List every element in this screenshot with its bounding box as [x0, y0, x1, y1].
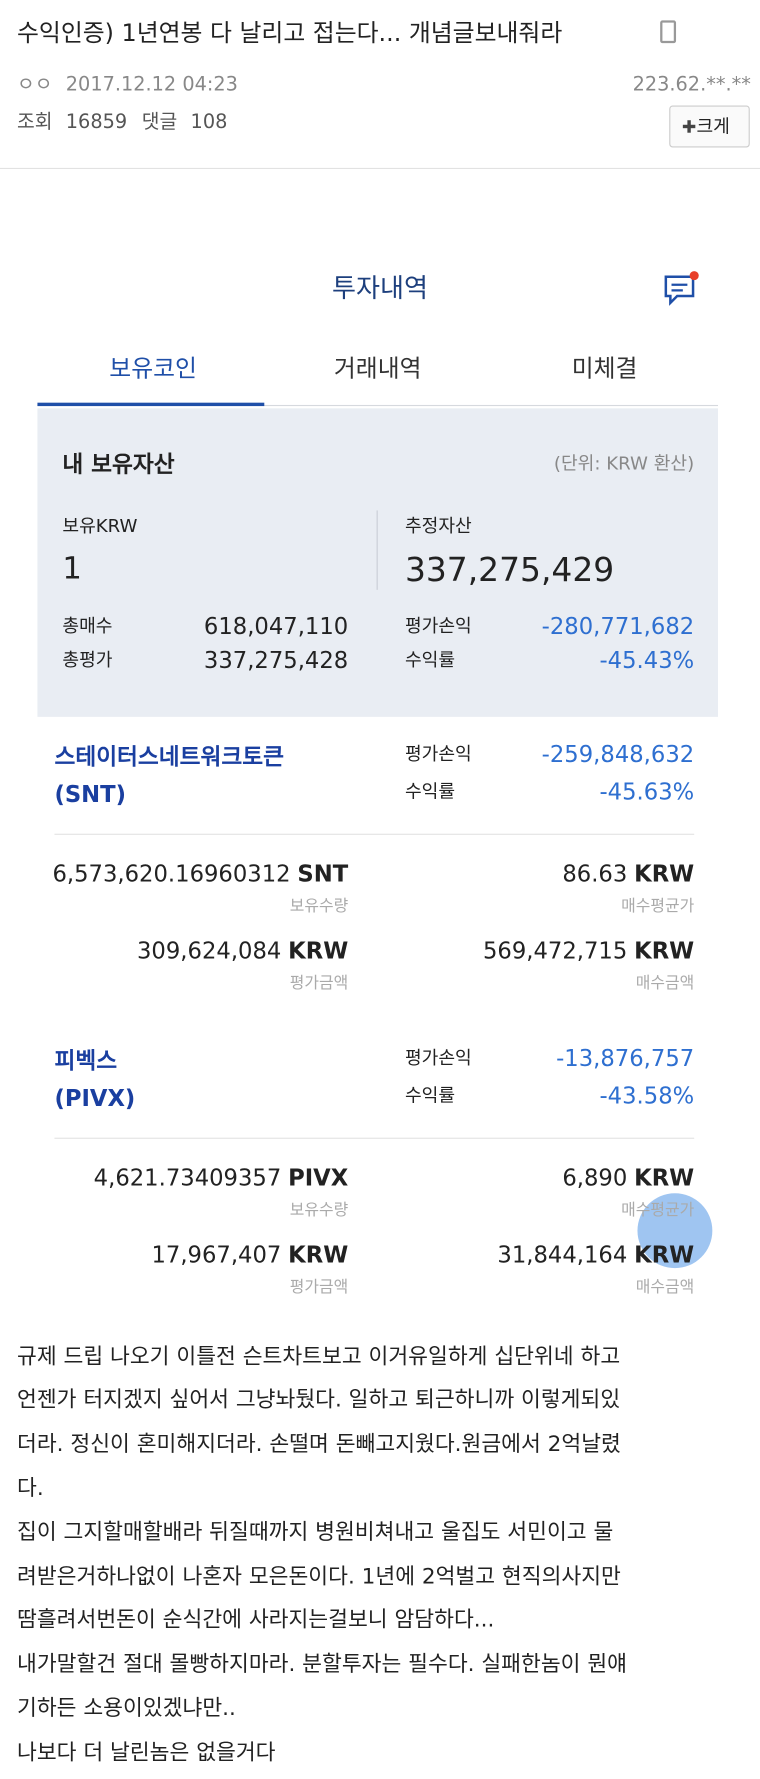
divider [54, 1137, 695, 1139]
estimated: 337,275,429 [404, 549, 615, 589]
value: 86.63 [562, 859, 628, 888]
body-line: 려받은거하나없이 나혼자 모은돈이다. 1년에 2억벌고 현직의사지만 [17, 1563, 621, 1589]
unit-note: (단위: KRW 환산) [553, 453, 695, 475]
detail-value: 86.63 KRW [562, 860, 694, 887]
comments: 108 [190, 110, 228, 134]
krw: 1 [62, 551, 82, 587]
divider [54, 833, 695, 835]
value: -43.58% [599, 1082, 695, 1110]
body-line: 언젠가 터지겠지 싶어서 그냥놔뒀다. 일하고 퇴근하니까 이렇게되있 [17, 1387, 621, 1413]
plus-icon [687, 120, 691, 133]
chat-icon[interactable] [662, 270, 701, 309]
tab[interactable]: 미체결 [571, 355, 638, 383]
value: 17,967,407 [151, 1240, 282, 1269]
detail-label: 매수평균가 [621, 896, 695, 915]
comments-label: 댓글 [141, 110, 178, 134]
label: 추정자산 [404, 515, 472, 537]
body-line: 규제 드립 나오기 이틀전 슨트차트보고 이거유일하게 십단위네 하고 [17, 1343, 621, 1369]
detail-label: 매수평균가 [621, 1200, 695, 1219]
touch-indicator [637, 1193, 713, 1269]
detail-value: 17,967,407 KRW [151, 1241, 348, 1268]
unit: SNT [297, 859, 349, 888]
unit: KRW [634, 936, 695, 965]
label: 수익률 [404, 649, 456, 671]
views: 16859 [65, 110, 128, 134]
detail-label: 평가금액 [289, 1277, 349, 1297]
mobile-icon [660, 20, 677, 44]
screenshot-bg [37, 408, 719, 717]
value: 6,890 [562, 1163, 628, 1192]
coin-ticker: (SNT) [54, 780, 126, 808]
detail-label: 평가금액 [289, 973, 349, 993]
unit: KRW [634, 859, 695, 888]
unit: KRW [288, 936, 349, 965]
detail-value: 6,890 KRW [562, 1164, 694, 1191]
tab-underline [37, 402, 265, 407]
label: 평가손익 [404, 615, 472, 637]
label: 수익률 [404, 780, 456, 803]
ip: 223.62.**.** [632, 73, 751, 97]
value: 569,472,715 [482, 936, 628, 965]
value: -259,848,632 [541, 740, 695, 768]
detail-value: 4,621.73409357 PIVX [94, 1164, 349, 1191]
views-label: 조회 [17, 110, 53, 134]
date: 2017.12.12 04:23 [65, 73, 238, 97]
label: 수익률 [404, 1084, 456, 1107]
body-line: 나보다 더 날린놈은 없을거다 [17, 1739, 276, 1765]
coin-name: 스테이터스네트워크토큰 [54, 742, 285, 771]
screen-title: 투자내역 [331, 274, 428, 305]
value: 31,844,164 [497, 1240, 628, 1269]
label: 총평가 [62, 649, 113, 671]
detail-label: 매수금액 [635, 973, 695, 993]
unit: KRW [634, 1240, 695, 1269]
value: -13,876,757 [556, 1044, 695, 1072]
zoom-label[interactable]: 크게 [696, 116, 730, 138]
value: -45.63% [599, 778, 695, 806]
body-line: 기하든 소용이있겠냐만.. [17, 1695, 236, 1721]
body-line: 집이 그지할매할배라 뒤질때까지 병원비쳐내고 울집도 서민이고 물 [17, 1519, 614, 1545]
value: -280,771,682 [541, 612, 695, 640]
author: ㅇㅇ [17, 73, 53, 97]
unit: PIVX [288, 1163, 349, 1192]
value: 618,047,110 [203, 612, 349, 640]
divider [376, 510, 378, 590]
value: -45.43% [599, 646, 695, 674]
unit: KRW [634, 1163, 695, 1192]
post-title: 수익인증) 1년연봉 다 날리고 접는다... 개념글보내줘라 [17, 19, 563, 47]
detail-value: 569,472,715 KRW [483, 937, 694, 964]
label: 평가손익 [404, 743, 472, 765]
value: 337,275,428 [203, 646, 349, 674]
detail-value: 309,624,084 KRW [137, 937, 348, 964]
tab[interactable]: 거래내역 [333, 355, 422, 383]
detail-value: 31,844,164 KRW [497, 1241, 694, 1268]
value: 4,621.73409357 [93, 1163, 282, 1192]
value: 6,573,620.16960312 [52, 859, 291, 888]
detail-label: 매수금액 [635, 1277, 695, 1297]
zoom-button[interactable] [669, 105, 750, 148]
detail-label: 보유수량 [289, 1200, 349, 1219]
label: 총매수 [62, 615, 113, 637]
coin-ticker: (PIVX) [54, 1084, 136, 1112]
body-line: 더라. 정신이 혼미해지더라. 손떨며 돈빼고지웠다.원금에서 2억날렸 [17, 1431, 621, 1457]
coin-name: 피벡스 [54, 1046, 118, 1075]
label: 보유KRW [62, 515, 138, 537]
body-line: 땀흘려서번돈이 순식간에 사라지는걸보니 암담하다... [17, 1607, 495, 1633]
tab[interactable]: 보유코인 [109, 355, 197, 383]
detail-label: 보유수량 [289, 896, 349, 915]
summary-title: 내 보유자산 [62, 450, 175, 478]
divider [0, 167, 760, 170]
unit: KRW [288, 1240, 349, 1269]
body-line: 다. [17, 1475, 44, 1501]
label: 평가손익 [404, 1047, 472, 1069]
detail-value: 6,573,620.16960312 SNT [52, 860, 348, 887]
body-line: 내가말할건 절대 몰빵하지마라. 분할투자는 필수다. 실패한놈이 뭔얘 [17, 1651, 628, 1677]
tab-line [37, 404, 719, 407]
value: 309,624,084 [137, 936, 282, 965]
